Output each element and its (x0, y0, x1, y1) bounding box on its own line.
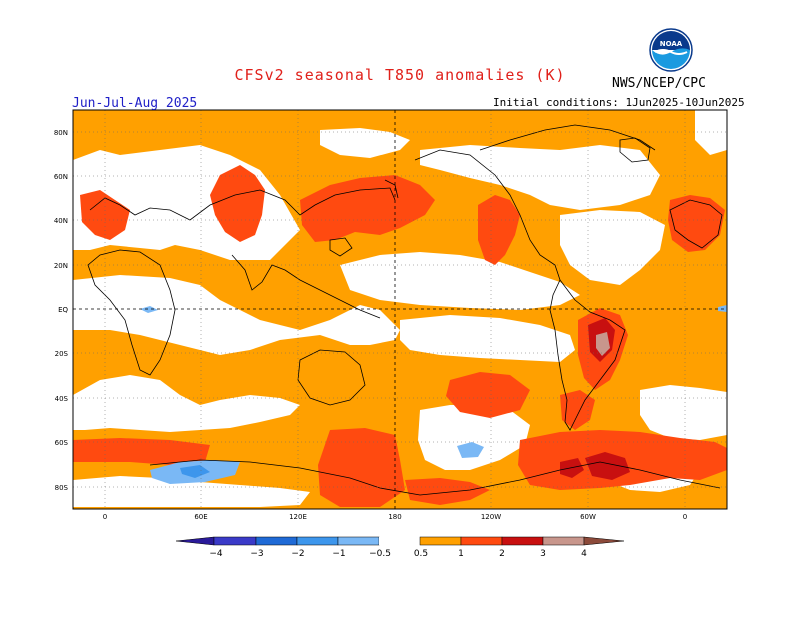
lat-label: 20S (55, 350, 69, 358)
colorbar-label: −3 (250, 549, 263, 559)
colorbar-label: 4 (581, 549, 587, 559)
colorbar-swatch (419, 536, 462, 546)
latitude-labels: 80N 60N 40N 20N EQ 20S 40S 60S 80S (54, 129, 69, 492)
colorbar-swatch (460, 536, 503, 546)
noaa-logo: NOAA (649, 28, 693, 72)
colorbar-label: −4 (209, 549, 223, 559)
lat-label: 80S (55, 484, 69, 492)
lat-label: 60N (54, 173, 68, 181)
colorbar-label: −0.5 (369, 549, 391, 559)
lon-label: 60W (580, 513, 596, 521)
lat-label: 60S (55, 439, 69, 447)
colorbar-swatch (255, 536, 298, 546)
anomaly-negative (140, 305, 727, 484)
map-title: CFSv2 seasonal T850 anomalies (K) (234, 66, 566, 84)
lon-label: 0 (683, 513, 687, 521)
colorbar-swatch (296, 536, 339, 546)
logo-text: NOAA (660, 40, 683, 48)
lat-label: 80N (54, 129, 68, 137)
anomaly-3-4 (596, 332, 610, 356)
colorbar-label: −2 (291, 549, 304, 559)
lon-label: 120E (289, 513, 307, 521)
lat-label: EQ (58, 306, 68, 314)
colorbar-arrow-high (583, 536, 625, 546)
colorbar-label: 3 (540, 549, 546, 559)
colorbar-swatch (542, 536, 585, 546)
colorbar-swatch (501, 536, 544, 546)
colorbar-arrow-low (175, 536, 215, 546)
lon-label: 180 (388, 513, 401, 521)
colorbar-swatch (337, 536, 380, 546)
colorbar-labels: −4 −3 −2 −1 −0.5 0.5 1 2 3 4 (209, 549, 587, 559)
colorbar-swatch (379, 537, 420, 545)
colorbar-swatch (213, 536, 257, 546)
colorbar (175, 536, 625, 546)
lon-label: 120W (481, 513, 501, 521)
graticule (73, 110, 727, 509)
initial-conditions-label: Initial conditions: 1Jun2025-10Jun2025 (493, 96, 745, 109)
lat-label: 40S (55, 395, 69, 403)
lat-label: 20N (54, 262, 68, 270)
longitude-labels: 0 60E 120E 180 120W 60W 0 (103, 513, 687, 521)
colorbar-label: 2 (499, 549, 505, 559)
colorbar-label: 1 (458, 549, 464, 559)
lat-label: 40N (54, 217, 68, 225)
map-frame (72, 109, 728, 510)
lon-label: 60E (194, 513, 207, 521)
season-label: Jun-Jul-Aug 2025 (72, 96, 198, 111)
coastlines (87, 124, 723, 496)
agency-label: NWS/NCEP/CPC (612, 76, 706, 91)
lon-label: 0 (103, 513, 107, 521)
colorbar-label: −1 (332, 549, 345, 559)
reference-lines (73, 110, 727, 509)
colorbar-label: 0.5 (414, 549, 428, 559)
